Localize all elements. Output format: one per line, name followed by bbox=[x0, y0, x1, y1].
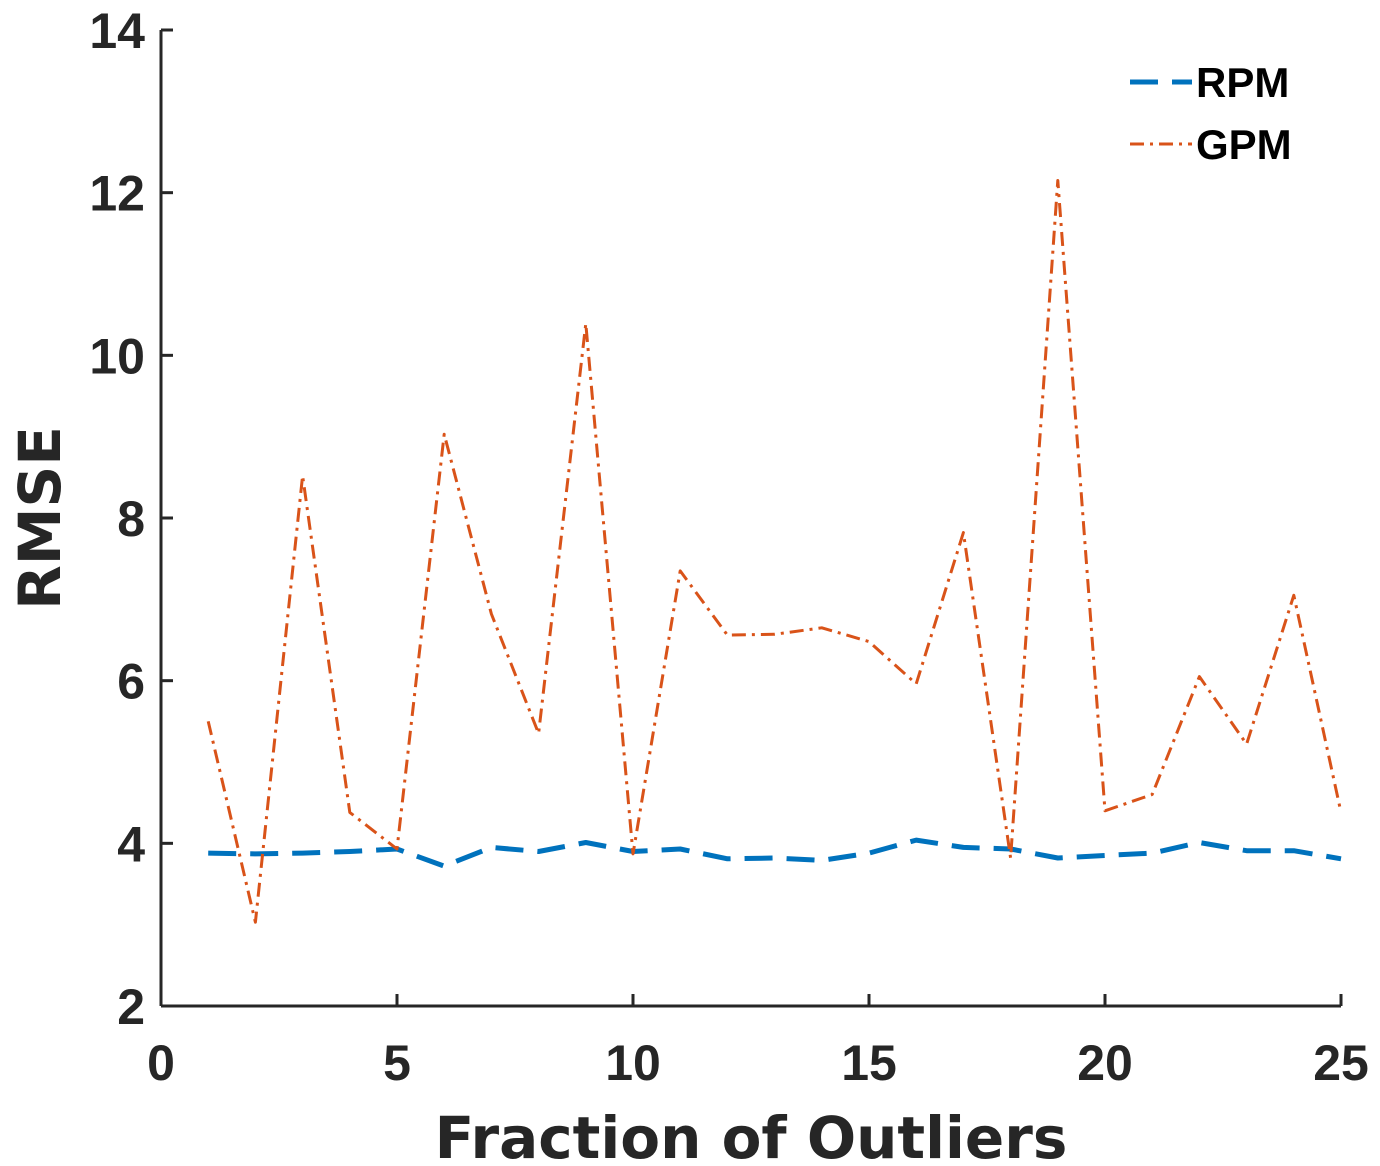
legend-label-rpm: RPM bbox=[1196, 59, 1289, 106]
x-axis-title: Fraction of Outliers bbox=[435, 1104, 1068, 1166]
plot-lines bbox=[206, 179, 1343, 924]
y-tick-label: 10 bbox=[89, 328, 145, 384]
legend: RPM GPM bbox=[1130, 59, 1292, 168]
x-ticks: 0 5 10 15 20 25 bbox=[147, 994, 1369, 1091]
series-line-gpm bbox=[206, 179, 1343, 924]
y-ticks: 2 4 6 8 10 12 14 bbox=[89, 3, 173, 1035]
x-tick-label: 20 bbox=[1077, 1035, 1133, 1091]
x-tick-label: 0 bbox=[147, 1035, 175, 1091]
y-tick-label: 14 bbox=[89, 3, 145, 59]
x-tick-label: 5 bbox=[383, 1035, 411, 1091]
y-tick-label: 12 bbox=[89, 166, 145, 222]
x-tick-label: 10 bbox=[605, 1035, 661, 1091]
y-tick-label: 2 bbox=[117, 979, 145, 1035]
x-tick-label: 25 bbox=[1313, 1035, 1369, 1091]
y-tick-label: 4 bbox=[117, 816, 145, 872]
legend-label-gpm: GPM bbox=[1196, 121, 1292, 168]
y-axis-title: RMSE bbox=[6, 426, 74, 610]
y-tick-label: 8 bbox=[117, 491, 145, 547]
series-line-rpm bbox=[208, 837, 1342, 869]
y-tick-label: 6 bbox=[117, 654, 145, 710]
x-tick-label: 15 bbox=[841, 1035, 897, 1091]
